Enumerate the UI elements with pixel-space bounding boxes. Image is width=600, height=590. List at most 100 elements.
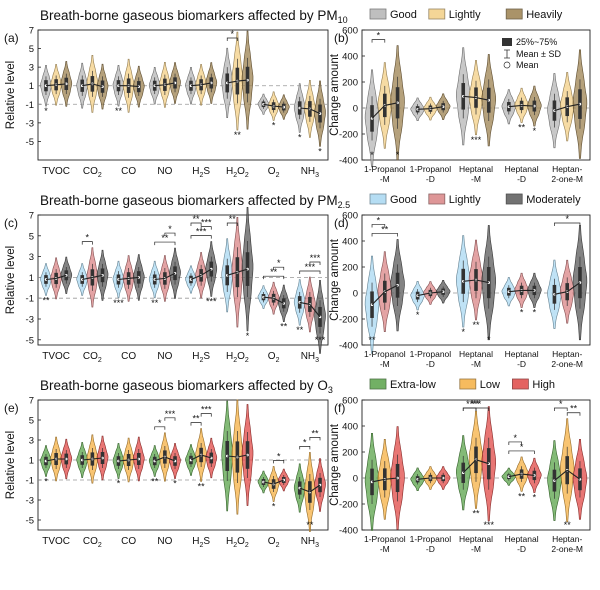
x-tick-label: -M — [471, 174, 481, 184]
legend-swatch — [428, 8, 446, 20]
significance-bracket — [273, 460, 285, 464]
significance-mark: *** — [196, 227, 207, 237]
mean-line — [263, 479, 285, 485]
plot-frame — [37, 214, 329, 346]
significance-mark: ** — [198, 481, 206, 491]
significance-bracket — [164, 417, 176, 421]
significance-mark: * — [272, 502, 276, 512]
significance-bracket — [154, 241, 176, 246]
mean-line — [227, 268, 248, 276]
y-tick-label: 1 — [29, 81, 34, 92]
y-tick-label: -200 — [339, 315, 358, 326]
mean-line — [263, 103, 284, 108]
x-tick-label: 2-one-M — [551, 174, 583, 184]
x-tick-label: 2-one-M — [551, 359, 583, 369]
x-tick-label: TVOC — [42, 351, 70, 362]
significance-bracket — [508, 441, 522, 445]
significance-mark: *** — [165, 409, 176, 419]
significance-mark: ** — [381, 224, 389, 234]
significance-mark: * — [370, 150, 374, 160]
plot-frame — [361, 29, 591, 161]
legend-swatch — [505, 8, 523, 20]
significance-mark: * — [277, 451, 281, 461]
x-tick-label: NO — [157, 166, 172, 177]
significance-bracket — [154, 426, 166, 430]
significance-mark: * — [520, 308, 524, 318]
x-tick-label: Heptanal — [505, 534, 539, 544]
mean-line — [190, 454, 212, 461]
x-tick-label: -D — [426, 359, 435, 369]
x-tick-label: -D — [426, 544, 435, 554]
significance-mark: ** — [472, 508, 480, 518]
mean-line — [118, 276, 139, 281]
y-tick-label: 5 — [29, 44, 34, 55]
y-tick-label: -3 — [26, 496, 34, 507]
significance-mark: * — [277, 258, 281, 268]
plot-frame — [361, 214, 591, 346]
significance-mark: ** — [161, 233, 169, 243]
y-tick-label: 3 — [29, 63, 34, 74]
significance-bracket — [190, 222, 202, 226]
significance-bracket — [309, 261, 321, 265]
significance-mark: * — [318, 146, 322, 156]
significance-bracket — [554, 407, 568, 411]
x-tick-label: H2S — [192, 351, 210, 364]
x-tick-label: 1-Propanol — [410, 534, 452, 544]
mean-line — [508, 473, 535, 478]
mean-line — [299, 301, 321, 318]
y-tick-label: 400 — [342, 422, 358, 433]
legend-label: Lightly — [449, 9, 481, 21]
y-tick-label: -5 — [26, 516, 34, 527]
y-tick-label: 3 — [29, 252, 34, 263]
significance-mark: * — [565, 214, 569, 224]
row-title: Breath-borne gaseous biomarkers affected… — [40, 193, 350, 210]
significance-mark: *** — [310, 253, 321, 263]
legend-swatch — [428, 193, 446, 205]
y-tick-label: 600 — [342, 26, 358, 37]
significance-mark: *** — [471, 135, 482, 145]
legend-swatch — [505, 193, 523, 205]
x-tick-label: O2 — [268, 166, 280, 179]
y-tick-label: 7 — [29, 396, 34, 407]
significance-mark: * — [377, 215, 381, 225]
mean-line — [263, 296, 285, 304]
mean-line — [508, 289, 535, 293]
legend-whisker-label: Mean ± SD — [516, 49, 561, 59]
mean-line — [299, 484, 321, 493]
mean-line — [371, 102, 398, 119]
mean-line — [118, 458, 139, 462]
significance-bracket — [508, 450, 535, 454]
y-tick-label: 0 — [353, 474, 358, 485]
significance-mark: ** — [296, 325, 304, 335]
legend-label: Extra-low — [390, 379, 436, 391]
significance-mark: *** — [206, 297, 217, 307]
legend-label: Moderately — [526, 194, 581, 206]
significance-mark: *** — [113, 298, 124, 308]
y-tick-label: -400 — [339, 526, 358, 537]
y-tick-label: 400 — [342, 52, 358, 63]
row-header-1: Breath-borne gaseous biomarkers affected… — [40, 193, 581, 210]
significance-mark: * — [173, 479, 177, 489]
significance-mark: * — [86, 233, 90, 243]
significance-bracket — [200, 413, 212, 417]
significance-mark: ** — [472, 320, 480, 330]
x-tick-label: -D — [517, 174, 526, 184]
significance-bracket — [226, 37, 238, 41]
significance-mark: ** — [229, 214, 237, 224]
significance-bracket — [190, 235, 212, 239]
panel-c: (c)Relative level-5-3-11357**TVOC*CO2***… — [4, 207, 329, 364]
panel-label: (d) — [334, 216, 349, 230]
mean-line — [82, 83, 103, 88]
row-title: Breath-borne gaseous biomarkers affected… — [40, 378, 333, 395]
y-tick-label: 7 — [29, 26, 34, 37]
significance-mark: ** — [193, 414, 201, 424]
significance-mark: ** — [518, 491, 526, 501]
mean-line — [154, 82, 176, 87]
mean-line — [463, 279, 489, 284]
significance-bracket — [226, 222, 238, 226]
x-tick-label: H2S — [192, 166, 210, 179]
x-tick-label: TVOC — [42, 166, 70, 177]
y-tick-label: 5 — [29, 416, 34, 427]
legend-label: High — [532, 379, 555, 391]
